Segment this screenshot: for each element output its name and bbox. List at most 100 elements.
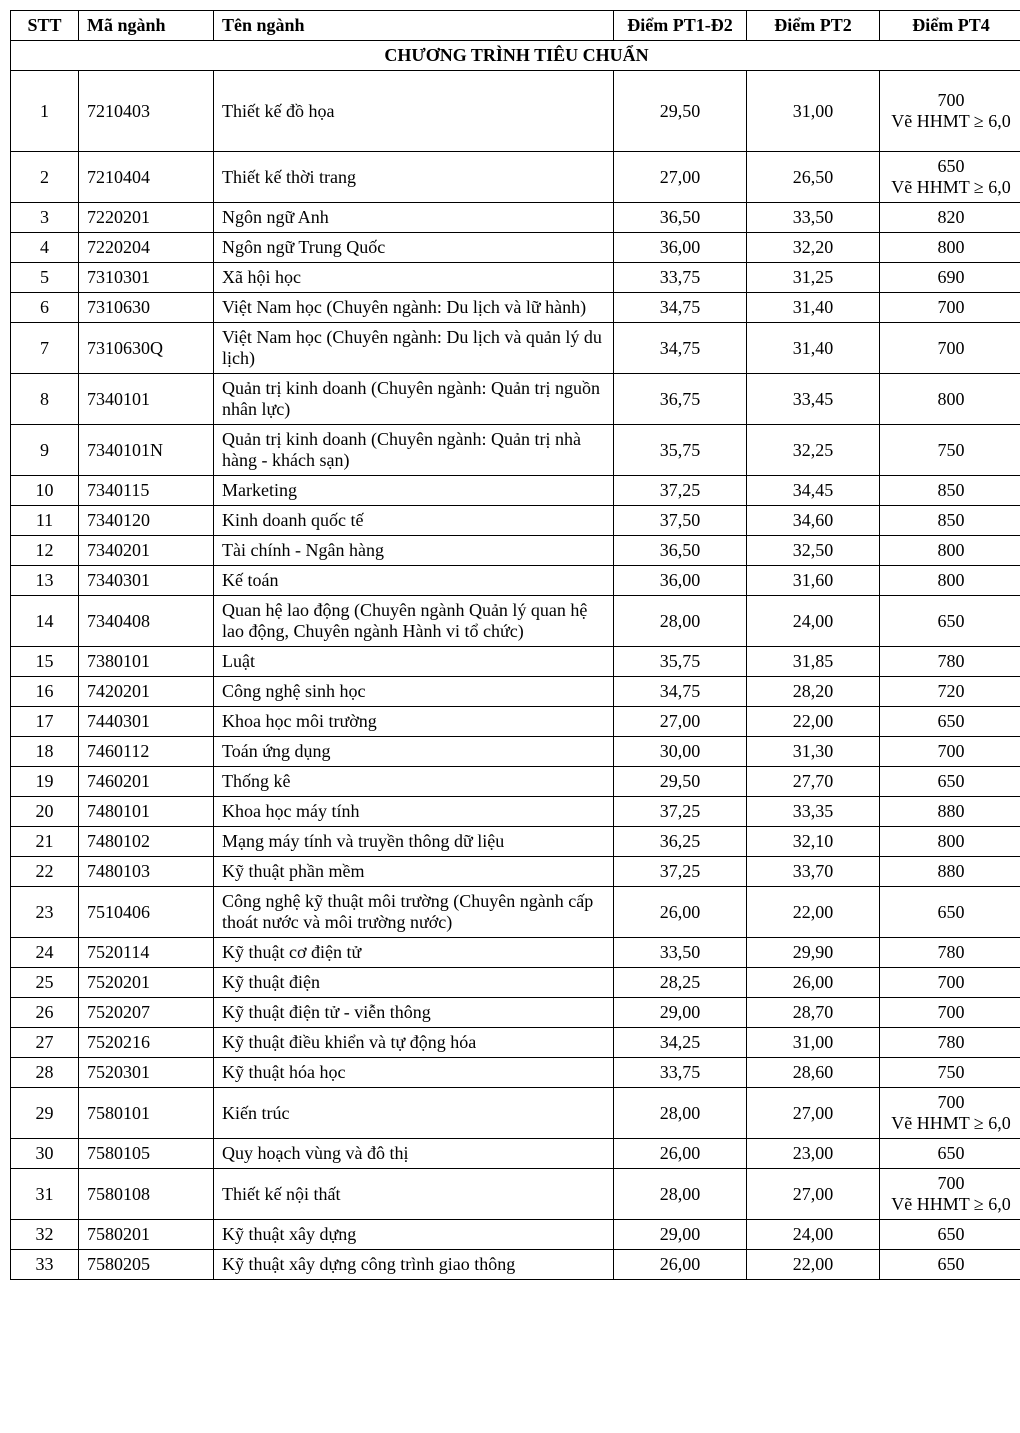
cell-stt: 25 — [11, 968, 79, 998]
cell-pt1: 29,50 — [614, 767, 747, 797]
cell-pt2: 22,00 — [747, 707, 880, 737]
cell-stt: 12 — [11, 536, 79, 566]
cell-code: 7340101 — [79, 374, 214, 425]
cell-pt4: 690 — [880, 263, 1020, 293]
cell-name: Quản trị kinh doanh (Chuyên ngành: Quản … — [214, 374, 614, 425]
cell-pt1: 36,50 — [614, 536, 747, 566]
cell-pt2: 33,35 — [747, 797, 880, 827]
cell-name: Kỹ thuật điện — [214, 968, 614, 998]
cell-pt4: 650 — [880, 767, 1020, 797]
cell-name: Việt Nam học (Chuyên ngành: Du lịch và q… — [214, 323, 614, 374]
cell-name: Kiến trúc — [214, 1088, 614, 1139]
table-row: 47220204Ngôn ngữ Trung Quốc36,0032,20800 — [11, 233, 1020, 263]
header-name: Tên ngành — [214, 11, 614, 41]
cell-stt: 28 — [11, 1058, 79, 1088]
table-row: 37220201Ngôn ngữ Anh36,5033,50820 — [11, 203, 1020, 233]
cell-pt2: 24,00 — [747, 596, 880, 647]
cell-stt: 18 — [11, 737, 79, 767]
cell-pt1: 34,25 — [614, 1028, 747, 1058]
cell-name: Mạng máy tính và truyền thông dữ liệu — [214, 827, 614, 857]
cell-stt: 22 — [11, 857, 79, 887]
cell-name: Thiết kế nội thất — [214, 1169, 614, 1220]
cell-name: Thống kê — [214, 767, 614, 797]
cell-pt2: 23,00 — [747, 1139, 880, 1169]
cell-name: Xã hội học — [214, 263, 614, 293]
table-row: 107340115Marketing37,2534,45850 — [11, 476, 1020, 506]
cell-pt1: 37,25 — [614, 476, 747, 506]
cell-pt1: 34,75 — [614, 677, 747, 707]
cell-name: Kỹ thuật hóa học — [214, 1058, 614, 1088]
cell-pt1: 27,00 — [614, 707, 747, 737]
cell-pt1: 26,00 — [614, 887, 747, 938]
cell-code: 7210404 — [79, 152, 214, 203]
cell-stt: 32 — [11, 1220, 79, 1250]
cell-pt2: 31,00 — [747, 1028, 880, 1058]
cell-pt1: 34,75 — [614, 323, 747, 374]
cell-pt4: 880 — [880, 857, 1020, 887]
cell-code: 7340120 — [79, 506, 214, 536]
cell-pt4: 650 — [880, 707, 1020, 737]
cell-pt2: 31,40 — [747, 293, 880, 323]
cell-stt: 7 — [11, 323, 79, 374]
table-row: 237510406Công nghệ kỹ thuật môi trường (… — [11, 887, 1020, 938]
cell-name: Toán ứng dụng — [214, 737, 614, 767]
table-row: 127340201Tài chính - Ngân hàng36,5032,50… — [11, 536, 1020, 566]
header-code: Mã ngành — [79, 11, 214, 41]
cell-stt: 26 — [11, 998, 79, 1028]
cell-code: 7340115 — [79, 476, 214, 506]
cell-code: 7380101 — [79, 647, 214, 677]
cell-stt: 8 — [11, 374, 79, 425]
table-row: 97340101NQuản trị kinh doanh (Chuyên ngà… — [11, 425, 1020, 476]
cell-pt1: 30,00 — [614, 737, 747, 767]
cell-pt1: 27,00 — [614, 152, 747, 203]
cell-pt2: 26,00 — [747, 968, 880, 998]
cell-stt: 27 — [11, 1028, 79, 1058]
table-row: 77310630QViệt Nam học (Chuyên ngành: Du … — [11, 323, 1020, 374]
cell-pt1: 36,00 — [614, 566, 747, 596]
table-row: 27210404Thiết kế thời trang27,0026,50650… — [11, 152, 1020, 203]
table-row: 177440301Khoa học môi trường27,0022,0065… — [11, 707, 1020, 737]
cell-code: 7480101 — [79, 797, 214, 827]
cell-name: Quản trị kinh doanh (Chuyên ngành: Quản … — [214, 425, 614, 476]
cell-stt: 9 — [11, 425, 79, 476]
table-row: 327580201Kỹ thuật xây dựng29,0024,00650 — [11, 1220, 1020, 1250]
cell-code: 7210403 — [79, 71, 214, 152]
cell-pt2: 34,45 — [747, 476, 880, 506]
cell-stt: 16 — [11, 677, 79, 707]
table-row: 137340301Kế toán36,0031,60800 — [11, 566, 1020, 596]
cell-stt: 6 — [11, 293, 79, 323]
cell-pt4: 650 — [880, 1139, 1020, 1169]
cell-code: 7580101 — [79, 1088, 214, 1139]
table-row: 157380101Luật35,7531,85780 — [11, 647, 1020, 677]
table-row: 267520207Kỹ thuật điện tử - viễn thông29… — [11, 998, 1020, 1028]
cell-stt: 29 — [11, 1088, 79, 1139]
cell-code: 7520114 — [79, 938, 214, 968]
cell-code: 7220201 — [79, 203, 214, 233]
cell-pt4: 720 — [880, 677, 1020, 707]
cell-stt: 17 — [11, 707, 79, 737]
cell-name: Kỹ thuật cơ điện tử — [214, 938, 614, 968]
cell-pt2: 22,00 — [747, 887, 880, 938]
cell-code: 7520301 — [79, 1058, 214, 1088]
cell-pt2: 26,50 — [747, 152, 880, 203]
header-pt1: Điểm PT1-Đ2 — [614, 11, 747, 41]
cell-name: Kỹ thuật điện tử - viễn thông — [214, 998, 614, 1028]
cell-pt2: 32,20 — [747, 233, 880, 263]
cell-pt2: 33,45 — [747, 374, 880, 425]
score-table: STT Mã ngành Tên ngành Điểm PT1-Đ2 Điểm … — [10, 10, 1020, 1280]
cell-pt2: 31,60 — [747, 566, 880, 596]
cell-pt2: 22,00 — [747, 1250, 880, 1280]
cell-code: 7440301 — [79, 707, 214, 737]
cell-pt1: 28,00 — [614, 1169, 747, 1220]
cell-pt4: 700 — [880, 323, 1020, 374]
cell-pt4: 700 — [880, 968, 1020, 998]
cell-code: 7510406 — [79, 887, 214, 938]
cell-pt2: 33,50 — [747, 203, 880, 233]
cell-name: Công nghệ kỹ thuật môi trường (Chuyên ng… — [214, 887, 614, 938]
cell-name: Quan hệ lao động (Chuyên ngành Quản lý q… — [214, 596, 614, 647]
table-row: 317580108Thiết kế nội thất28,0027,00700V… — [11, 1169, 1020, 1220]
cell-code: 7460201 — [79, 767, 214, 797]
table-row: 207480101Khoa học máy tính37,2533,35880 — [11, 797, 1020, 827]
cell-code: 7580201 — [79, 1220, 214, 1250]
cell-pt1: 29,50 — [614, 71, 747, 152]
